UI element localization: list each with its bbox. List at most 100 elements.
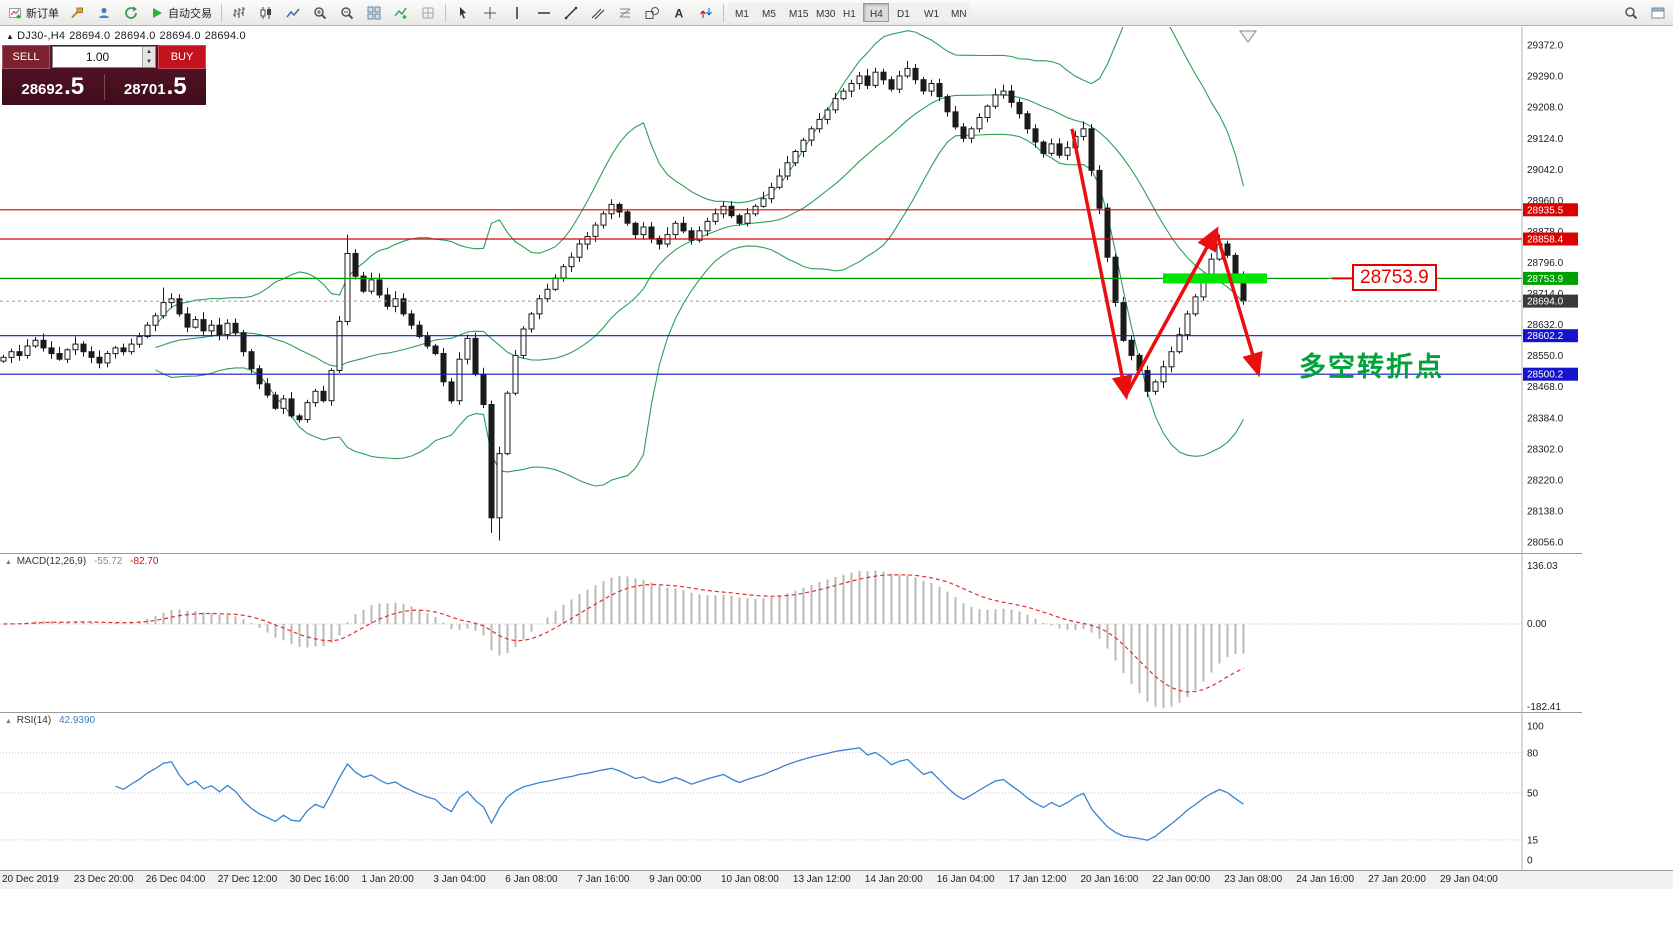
one-click-trading-panel: SELL 1.00 ▲ ▼ BUY 28692.5 28701.5 <box>2 45 206 105</box>
time-axis[interactable]: 20 Dec 2019 23 Dec 20:00 26 Dec 04:00 27 De… <box>0 870 1673 889</box>
toolbar-separator <box>723 3 724 22</box>
turning-point-note: 多空转折点 <box>1299 352 1444 383</box>
horizontal-line-icon[interactable] <box>531 2 557 24</box>
rsi-title: RSI(14) <box>16 715 52 726</box>
timeframe-button-m15[interactable]: M15 <box>782 3 808 22</box>
svg-text:29042.0: 29042.0 <box>1527 165 1564 176</box>
svg-text:28302.0: 28302.0 <box>1527 445 1564 456</box>
fibonacci-icon[interactable] <box>612 2 638 24</box>
rsi-collapse-icon[interactable]: ▲ <box>5 718 12 725</box>
shapes-icon[interactable] <box>639 2 665 24</box>
volume-field[interactable]: 1.00 ▲ ▼ <box>52 46 156 68</box>
svg-text:28714.0: 28714.0 <box>1527 289 1564 300</box>
autotrading-label: 自动交易 <box>168 7 212 20</box>
svg-text:28960.0: 28960.0 <box>1527 196 1564 207</box>
search-icon[interactable] <box>1618 2 1644 24</box>
chart-grid-icon[interactable] <box>415 2 441 24</box>
rsi-header: ▲ RSI(14) 42.9390 <box>5 715 95 726</box>
buy-button[interactable]: BUY <box>158 45 206 69</box>
svg-text:0: 0 <box>1527 856 1533 867</box>
toolbar-separator <box>445 3 446 22</box>
svg-text:28468.0: 28468.0 <box>1527 382 1564 393</box>
accounts-icon[interactable] <box>91 2 117 24</box>
cursor-icon[interactable] <box>450 2 476 24</box>
layouts-icon[interactable] <box>1645 2 1671 24</box>
volume-up-button[interactable]: ▲ <box>143 47 155 57</box>
ohlc-low: 28694.0 <box>159 30 201 42</box>
price-divider <box>103 74 105 100</box>
indicators-list-icon[interactable] <box>388 2 414 24</box>
volume-value[interactable]: 1.00 <box>85 50 110 64</box>
rsi-value: 42.9390 <box>58 715 96 726</box>
autotrading-icon <box>149 5 165 21</box>
macd-collapse-icon[interactable]: ▲ <box>5 559 12 566</box>
toolbar-group-right <box>1618 2 1671 24</box>
crosshair-icon[interactable] <box>477 2 503 24</box>
svg-text:28384.0: 28384.0 <box>1527 414 1564 425</box>
time-axis-label: 16 Jan 04:00 <box>936 874 995 885</box>
svg-text:29124.0: 29124.0 <box>1527 134 1564 145</box>
timeframe-button-m5[interactable]: M5 <box>755 3 781 22</box>
time-axis-label: 14 Jan 20:00 <box>864 874 923 885</box>
text-label-icon[interactable]: A <box>666 2 692 24</box>
timeframe-button-h4[interactable]: H4 <box>863 3 889 22</box>
timeframe-button-h1[interactable]: H1 <box>836 3 862 22</box>
time-axis-label: 23 Jan 08:00 <box>1224 874 1283 885</box>
buy-price: 28701.5 <box>123 73 187 100</box>
time-axis-label: 13 Jan 12:00 <box>792 874 851 885</box>
svg-text:28753.9: 28753.9 <box>1527 274 1564 285</box>
new-order-icon <box>7 5 23 21</box>
price-callout-box: 28753.9 <box>1352 264 1437 292</box>
time-axis-label: 26 Dec 04:00 <box>145 874 206 885</box>
sell-price: 28692.5 <box>21 73 85 100</box>
new-order-label: 新订单 <box>26 7 59 20</box>
refresh-icon[interactable] <box>118 2 144 24</box>
candlestick-icon[interactable] <box>253 2 279 24</box>
collapse-triangle-icon[interactable]: ▲ <box>6 32 15 41</box>
svg-text:-182.41: -182.41 <box>1527 702 1561 712</box>
svg-text:28858.4: 28858.4 <box>1527 235 1564 246</box>
main-chart-canvas[interactable]: 29372.0 29290.0 29208.0 29124.0 29042.0 28960… <box>0 0 1582 553</box>
svg-text:15: 15 <box>1527 835 1539 846</box>
time-axis-label: 7 Jan 16:00 <box>577 874 630 885</box>
svg-text:29208.0: 29208.0 <box>1527 102 1564 113</box>
time-axis-label: 20 Jan 16:00 <box>1080 874 1139 885</box>
vertical-line-icon[interactable] <box>504 2 530 24</box>
svg-text:28602.2: 28602.2 <box>1527 331 1564 342</box>
timeframe-button-m30[interactable]: M30 <box>809 3 835 22</box>
zoom-in-icon[interactable] <box>307 2 333 24</box>
time-axis-label: 27 Dec 12:00 <box>217 874 278 885</box>
svg-text:0.00: 0.00 <box>1527 619 1547 630</box>
time-axis-label: 1 Jan 20:00 <box>361 874 414 885</box>
rsi-panel-canvas[interactable]: 100 80 50 15 0 <box>0 712 1582 870</box>
sell-button[interactable]: SELL <box>2 45 50 69</box>
new-order-button[interactable]: 新订单 <box>2 2 64 24</box>
time-axis-label: 6 Jan 08:00 <box>505 874 558 885</box>
tile-windows-icon[interactable] <box>361 2 387 24</box>
time-axis-label: 17 Jan 12:00 <box>1008 874 1067 885</box>
time-axis-label: 24 Jan 16:00 <box>1296 874 1355 885</box>
svg-text:28935.5: 28935.5 <box>1527 205 1564 216</box>
timeframe-button-d1[interactable]: D1 <box>890 3 916 22</box>
tools-icon[interactable] <box>64 2 90 24</box>
svg-text:28796.0: 28796.0 <box>1527 258 1564 269</box>
macd-panel-canvas[interactable]: 136.03 0.00 -182.41 <box>0 553 1582 713</box>
bar-chart-icon[interactable] <box>226 2 252 24</box>
autotrading-button[interactable]: 自动交易 <box>144 2 217 24</box>
time-axis-label: 22 Jan 00:00 <box>1152 874 1211 885</box>
volume-down-button[interactable]: ▼ <box>143 57 155 67</box>
zoom-out-icon[interactable] <box>334 2 360 24</box>
toolbar-separator <box>221 3 222 22</box>
equidistant-channel-icon[interactable] <box>585 2 611 24</box>
line-chart-icon[interactable] <box>280 2 306 24</box>
toolbar-group-chart <box>226 2 441 24</box>
timeframe-button-w1[interactable]: W1 <box>917 3 943 22</box>
trendline-icon[interactable] <box>558 2 584 24</box>
arrow-icon[interactable] <box>693 2 719 24</box>
symbol-period: DJ30-,H4 <box>17 30 66 42</box>
toolbar-group-drawing: A <box>450 2 719 24</box>
time-axis-label: 3 Jan 04:00 <box>433 874 486 885</box>
timeframe-button-mn[interactable]: MN <box>944 3 970 22</box>
macd-header: ▲ MACD(12,26,9) -55.72 -82.70 <box>5 556 158 567</box>
timeframe-button-m1[interactable]: M1 <box>728 3 754 22</box>
